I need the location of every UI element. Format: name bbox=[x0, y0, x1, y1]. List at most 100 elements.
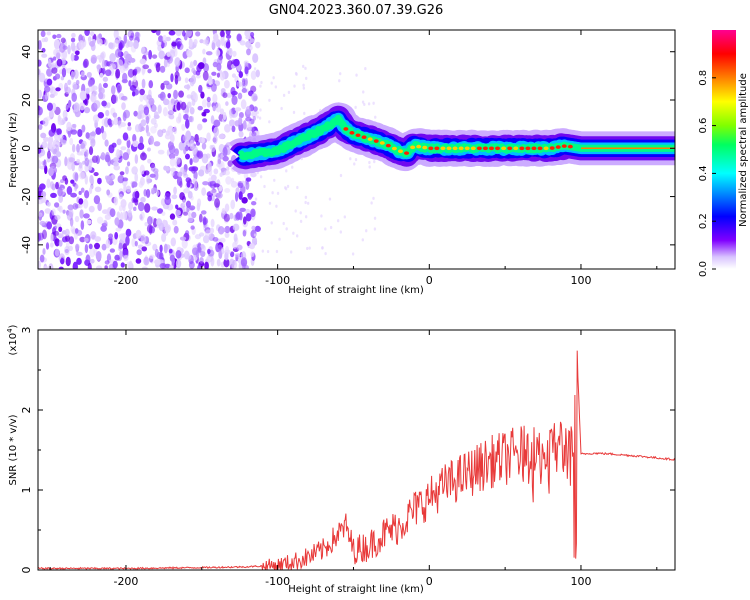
spectrogram-noise-cell bbox=[42, 196, 47, 203]
spectrogram-peak-cell bbox=[373, 139, 379, 143]
spectrogram-noise-cell bbox=[364, 67, 367, 71]
spectrogram-noise-cell bbox=[343, 215, 347, 219]
spectrogram-noise-cell bbox=[39, 254, 45, 263]
spectrogram-noise-cell bbox=[285, 169, 288, 173]
spectrogram-noise-cell bbox=[89, 131, 97, 137]
spectrogram-noise-cell bbox=[191, 98, 196, 106]
spectrogram-noise-cell bbox=[157, 149, 165, 155]
spectrogram-peak-cell bbox=[428, 146, 434, 151]
spectrogram-noise-cell bbox=[171, 194, 178, 200]
spectrogram-noise-cell bbox=[83, 106, 91, 114]
spectrogram-noise-cell bbox=[220, 88, 226, 93]
spectrogram-noise-cell bbox=[210, 218, 215, 228]
spectrogram-noise-cell bbox=[259, 108, 262, 112]
spectrogram-noise-cell bbox=[242, 229, 247, 237]
spectrogram-noise-cell bbox=[153, 141, 161, 147]
spectrogram-noise-cell bbox=[232, 223, 240, 232]
spectrogram-noise-cell bbox=[140, 152, 147, 161]
spectrogram-noise-cell bbox=[127, 126, 132, 131]
spectrogram-noise-cell bbox=[274, 85, 278, 89]
spectrogram-noise-cell bbox=[195, 70, 201, 76]
spectrogram-noise-cell bbox=[70, 226, 76, 233]
spectrogram-noise-cell bbox=[84, 175, 88, 185]
spectrogram-noise-cell bbox=[78, 198, 84, 205]
spectrogram-noise-cell bbox=[46, 178, 51, 189]
spectrogram-noise-cell bbox=[145, 115, 150, 125]
spectrogram-noise-cell bbox=[175, 30, 182, 37]
spectrogram-noise-cell bbox=[186, 49, 193, 58]
spectrogram-peak-cell bbox=[404, 151, 410, 155]
spectrogram-noise-cell bbox=[202, 181, 209, 186]
spectrogram-noise-cell bbox=[104, 265, 108, 269]
spectrogram-noise-cell bbox=[225, 176, 232, 185]
spectrogram-noise-cell bbox=[78, 190, 82, 196]
spectrogram-noise-cell bbox=[101, 243, 107, 251]
spectrogram-noise-cell bbox=[224, 123, 231, 133]
spectrogram-noise-cell bbox=[54, 73, 61, 80]
spectrogram-noise-cell bbox=[97, 202, 102, 212]
spectrogram-noise-cell bbox=[187, 211, 192, 217]
spectrogram-noise-cell bbox=[154, 248, 159, 258]
spectrogram-noise-cell bbox=[88, 187, 93, 195]
spectrogram-noise-cell bbox=[329, 225, 333, 230]
spectrogram-noise-cell bbox=[95, 251, 102, 261]
spectrogram-noise-cell bbox=[215, 49, 221, 57]
spectrogram-noise-cell bbox=[109, 63, 116, 70]
spectrogram-noise-cell bbox=[174, 57, 181, 67]
spectrogram-noise-cell bbox=[105, 109, 110, 117]
spectrogram-noise-cell bbox=[38, 142, 41, 147]
spectrogram-noise-cell bbox=[106, 189, 111, 196]
spectrogram-noise-cell bbox=[249, 243, 255, 250]
spectrogram-noise-cell bbox=[291, 165, 294, 169]
spectrogram-noise-cell bbox=[39, 220, 46, 226]
spectrogram-noise-cell bbox=[214, 198, 221, 208]
spectrogram-noise-cell bbox=[177, 76, 182, 82]
spectrogram-noise-cell bbox=[191, 211, 197, 219]
spectrogram-noise-cell bbox=[224, 187, 231, 193]
spectrogram-noise-cell bbox=[246, 48, 251, 56]
spectrogram-noise-cell bbox=[254, 197, 258, 201]
spectrogram-noise-cell bbox=[219, 36, 226, 43]
spectrogram-noise-cell bbox=[113, 196, 118, 206]
spectrogram-noise-cell bbox=[38, 232, 42, 242]
spectrogram-noise-cell bbox=[105, 69, 112, 77]
spectrogram-noise-cell bbox=[198, 169, 205, 177]
spectrogram-noise-cell bbox=[62, 175, 67, 181]
spectrogram-noise-cell bbox=[45, 116, 52, 121]
spectrogram-noise-cell bbox=[150, 163, 156, 172]
spectrogram-noise-cell bbox=[197, 264, 202, 269]
spectrogram-noise-cell bbox=[167, 125, 174, 135]
spectrogram-noise-cell bbox=[256, 111, 259, 115]
spectrogram-noise-cell bbox=[188, 115, 193, 123]
spectrogram-noise-cell bbox=[65, 234, 70, 242]
spectrogram-noise-cell bbox=[67, 79, 72, 86]
spectrogram-noise-cell bbox=[127, 40, 134, 48]
spectrogram-noise-cell bbox=[255, 69, 260, 78]
spectrogram-noise-cell bbox=[349, 157, 352, 161]
spectrogram-noise-cell bbox=[61, 67, 67, 78]
spectrogram-noise-cell bbox=[108, 42, 114, 49]
spectrogram-noise-cell bbox=[213, 33, 219, 42]
spectrogram-noise-cell bbox=[121, 102, 126, 111]
spectrogram-noise-cell bbox=[95, 127, 102, 135]
spectrogram-noise-cell bbox=[79, 209, 84, 219]
spectrogram-noise-cell bbox=[210, 144, 216, 153]
spectrogram-noise-cell bbox=[62, 209, 66, 214]
spectrogram-noise-cell bbox=[83, 198, 89, 209]
spectrogram-noise-cell bbox=[80, 220, 85, 231]
spectrogram-noise-cell bbox=[88, 146, 94, 156]
spectrogram-noise-cell bbox=[184, 77, 189, 84]
spectrogram-noise-cell bbox=[201, 153, 209, 164]
spectrogram-noise-cell bbox=[167, 92, 172, 99]
spectrogram-noise-cell bbox=[149, 254, 155, 259]
spectrogram-noise-cell bbox=[49, 181, 55, 190]
spectrogram-noise-cell bbox=[168, 152, 176, 160]
spectrogram-noise-cell bbox=[173, 186, 177, 195]
spectrogram-noise-cell bbox=[304, 66, 307, 70]
spectrogram-noise-cell bbox=[259, 84, 262, 88]
spectrogram-noise-cell bbox=[204, 229, 212, 238]
spectrogram-noise-cell bbox=[117, 175, 125, 184]
spectrogram-noise-cell bbox=[119, 250, 123, 260]
spectrogram-noise-cell bbox=[151, 54, 158, 59]
spectrogram-noise-cell bbox=[84, 190, 90, 199]
